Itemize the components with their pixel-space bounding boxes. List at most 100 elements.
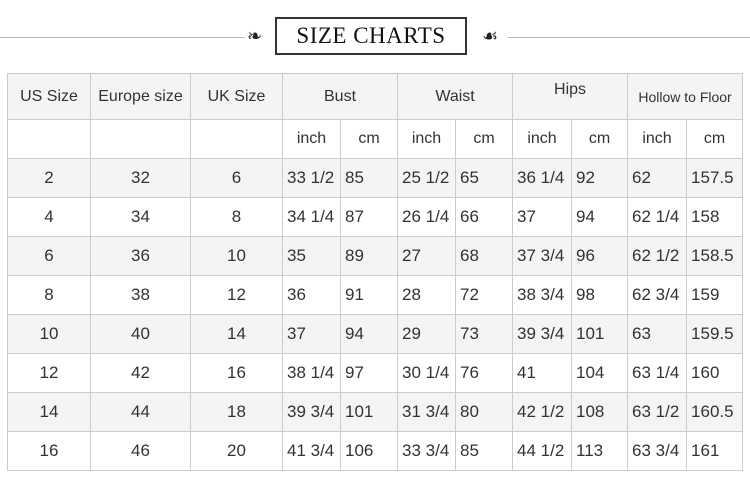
cell-waist-inch: 26 1/4 [397, 197, 457, 237]
cell-hollow-inch: 63 3/4 [627, 431, 688, 471]
cell-waist-cm: 76 [455, 353, 514, 393]
cell-bust-cm: 85 [339, 158, 399, 198]
cell-us-size: 2 [7, 158, 91, 198]
cell-hollow-inch: 63 1/4 [627, 353, 688, 393]
unit-cm: cm [686, 119, 744, 159]
cell-europe-size: 34 [90, 197, 191, 237]
cell-waist-cm: 66 [455, 197, 514, 237]
cell-hips-inch: 36 1/4 [512, 158, 573, 198]
header-uk-size: UK Size [190, 73, 283, 120]
size-chart-table: US Size Europe size UK Size Bust Waist H… [7, 73, 744, 471]
cell-bust-cm: 89 [339, 236, 399, 276]
unit-inch: inch [512, 119, 573, 159]
cell-europe-size: 36 [90, 236, 191, 276]
cell-hips-inch: 37 [512, 197, 573, 237]
table-row: 14 44 18 39 3/4 101 31 3/4 80 42 1/2 108 63 1/2 16… [7, 392, 744, 432]
cell-hips-inch: 38 3/4 [512, 275, 573, 315]
cell-us-size: 14 [7, 392, 91, 432]
cell-uk-size: 18 [190, 392, 283, 432]
cell-hips-cm: 96 [571, 236, 629, 276]
cell-hips-cm: 104 [571, 353, 629, 393]
unit-empty [90, 119, 191, 159]
cell-bust-cm: 97 [339, 353, 399, 393]
cell-uk-size: 8 [190, 197, 283, 237]
unit-cm: cm [571, 119, 629, 159]
cell-hollow-inch: 62 [627, 158, 688, 198]
cell-hips-cm: 92 [571, 158, 629, 198]
cell-waist-inch: 27 [397, 236, 457, 276]
title-rule-right [508, 37, 750, 38]
header-bust: Bust [281, 73, 399, 120]
cell-hollow-inch: 63 [627, 314, 688, 354]
flourish-right-icon: ☙ [482, 26, 499, 46]
cell-us-size: 12 [7, 353, 91, 393]
cell-bust-cm: 91 [339, 275, 399, 315]
cell-hips-cm: 94 [571, 197, 629, 237]
cell-bust-inch: 33 1/2 [282, 158, 341, 198]
cell-waist-cm: 73 [455, 314, 514, 354]
cell-hollow-inch: 62 1/4 [627, 197, 688, 237]
title-rule-left [0, 37, 245, 38]
cell-bust-cm: 94 [339, 314, 399, 354]
cell-waist-cm: 68 [455, 236, 514, 276]
table-row: 10 40 14 37 94 29 73 39 3/4 101 63 159.5 [7, 314, 744, 354]
cell-us-size: 6 [7, 236, 91, 276]
cell-waist-cm: 80 [455, 392, 514, 432]
page-title: SIZE CHARTS [275, 17, 467, 55]
table-row: 2 32 6 33 1/2 85 25 1/2 65 36 1/4 92 62 157.5 [7, 158, 744, 198]
cell-waist-cm: 85 [455, 431, 514, 471]
cell-bust-inch: 38 1/4 [282, 353, 341, 393]
cell-hips-inch: 39 3/4 [512, 314, 573, 354]
unit-empty [7, 119, 91, 159]
unit-row: inch cm inch cm inch cm inch cm [7, 119, 744, 159]
cell-uk-size: 10 [190, 236, 283, 276]
cell-uk-size: 14 [190, 314, 283, 354]
cell-bust-inch: 41 3/4 [282, 431, 341, 471]
flourish-left-icon: ❧ [247, 26, 263, 46]
cell-europe-size: 32 [90, 158, 191, 198]
table-row: 6 36 10 35 89 27 68 37 3/4 96 62 1/2 158.5 [7, 236, 744, 276]
cell-waist-inch: 29 [397, 314, 457, 354]
cell-europe-size: 44 [90, 392, 191, 432]
cell-uk-size: 20 [190, 431, 283, 471]
unit-inch: inch [282, 119, 341, 159]
table-row: 16 46 20 41 3/4 106 33 3/4 85 44 1/2 113 63 3/4 16… [7, 431, 744, 471]
cell-uk-size: 6 [190, 158, 283, 198]
cell-hips-inch: 41 [512, 353, 573, 393]
cell-us-size: 10 [7, 314, 91, 354]
cell-us-size: 8 [7, 275, 91, 315]
cell-bust-inch: 37 [282, 314, 341, 354]
cell-hips-cm: 108 [571, 392, 629, 432]
cell-hollow-cm: 158 [686, 197, 744, 237]
cell-hips-cm: 98 [571, 275, 629, 315]
unit-cm: cm [339, 119, 399, 159]
cell-us-size: 16 [7, 431, 91, 471]
cell-hips-inch: 37 3/4 [512, 236, 573, 276]
cell-hollow-cm: 160.5 [686, 392, 744, 432]
cell-hips-cm: 113 [571, 431, 629, 471]
header-europe-size: Europe size [90, 73, 191, 120]
cell-europe-size: 38 [90, 275, 191, 315]
cell-waist-inch: 28 [397, 275, 457, 315]
cell-bust-inch: 36 [282, 275, 341, 315]
cell-hollow-inch: 62 3/4 [627, 275, 688, 315]
cell-bust-inch: 39 3/4 [282, 392, 341, 432]
cell-hollow-inch: 63 1/2 [627, 392, 688, 432]
cell-europe-size: 42 [90, 353, 191, 393]
cell-waist-cm: 65 [455, 158, 514, 198]
cell-us-size: 4 [7, 197, 91, 237]
unit-empty [190, 119, 283, 159]
table-row: 12 42 16 38 1/4 97 30 1/4 76 41 104 63 1/4 160 [7, 353, 744, 393]
unit-inch: inch [397, 119, 457, 159]
cell-bust-cm: 87 [339, 197, 399, 237]
cell-europe-size: 46 [90, 431, 191, 471]
cell-bust-cm: 106 [339, 431, 399, 471]
header-hollow-to-floor: Hollow to Floor [627, 73, 744, 120]
cell-hollow-cm: 159.5 [686, 314, 744, 354]
cell-europe-size: 40 [90, 314, 191, 354]
cell-uk-size: 16 [190, 353, 283, 393]
table-row: 8 38 12 36 91 28 72 38 3/4 98 62 3/4 159 [7, 275, 744, 315]
cell-bust-inch: 35 [282, 236, 341, 276]
cell-hips-cm: 101 [571, 314, 629, 354]
unit-inch: inch [627, 119, 688, 159]
